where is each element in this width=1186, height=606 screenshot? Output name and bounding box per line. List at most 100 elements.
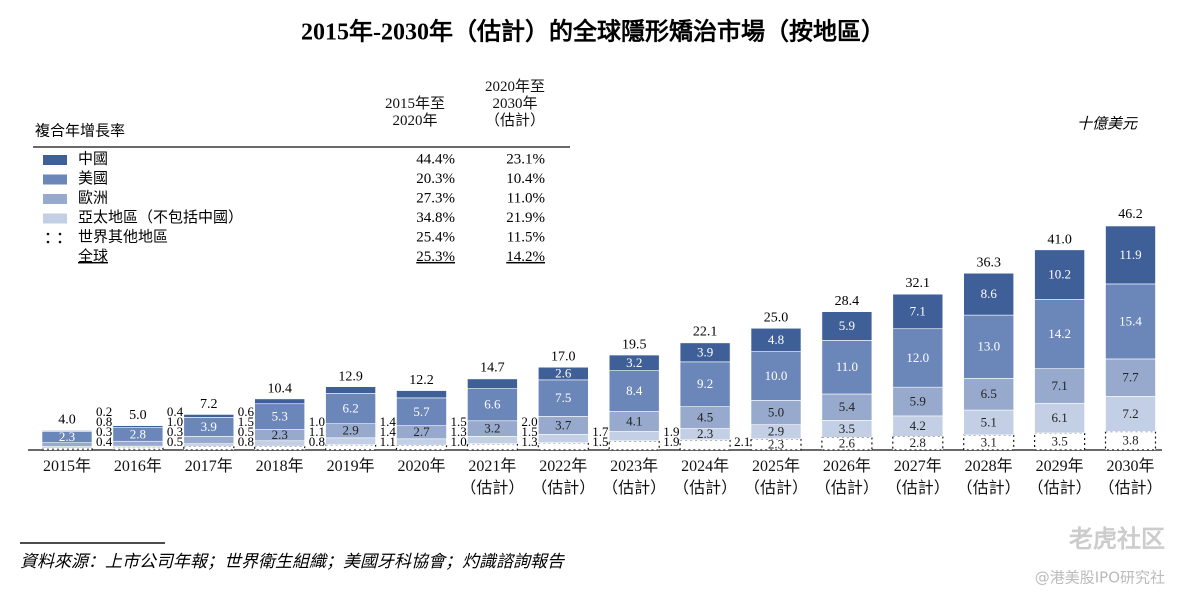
value-label: 4.1 — [626, 413, 642, 428]
total-label: 32.1 — [906, 276, 931, 291]
total-label: 22.1 — [693, 325, 718, 340]
bar-segment — [1034, 299, 1085, 369]
cagr-value: 11.5% — [507, 229, 545, 245]
value-label: 7.1 — [1051, 378, 1067, 393]
bar-segment — [112, 440, 164, 447]
bar-segment — [1034, 249, 1085, 300]
watermark: 老虎社区 — [1069, 525, 1165, 553]
chart-title: 2015年-2030年（估計）的全球隱形矯治市場（按地區） — [301, 18, 885, 46]
bar-segment — [821, 393, 873, 421]
bar-segment — [396, 397, 447, 426]
value-label: 1.9 — [663, 424, 679, 439]
bar-segment — [1105, 283, 1156, 360]
bar-segment — [112, 446, 164, 451]
total-label: 17.0 — [551, 349, 576, 364]
legend-swatch — [46, 240, 50, 244]
value-label: 3.5 — [1051, 433, 1067, 448]
legend-swatch — [43, 213, 67, 224]
value-label: 5.1 — [981, 414, 997, 429]
bar-segment — [325, 437, 376, 445]
bar-segment — [963, 272, 1015, 316]
value-label: 6.5 — [981, 386, 997, 401]
total-label: 19.5 — [622, 337, 647, 352]
bar-segment — [254, 398, 305, 405]
bar-segment — [325, 444, 377, 451]
total-label: 12.2 — [409, 373, 434, 388]
value-label: 0.4 — [167, 404, 184, 419]
bar-segment — [608, 354, 660, 371]
value-label: 1.1 — [309, 424, 325, 439]
x-tick-label: 2025年 （估計） — [743, 458, 808, 497]
legend-label: 歐洲 — [78, 189, 108, 206]
legend-label: 美國 — [78, 170, 108, 187]
value-label: 1.5 — [238, 414, 254, 429]
value-label: 2.6 — [839, 436, 856, 451]
value-label: 4.8 — [768, 332, 784, 347]
legend-swatch — [43, 174, 67, 185]
total-label: 41.0 — [1047, 233, 1072, 248]
bar-segment — [183, 414, 235, 418]
value-label: 6.6 — [484, 397, 501, 412]
value-label: 3.7 — [555, 417, 572, 432]
bar-segment — [183, 436, 235, 444]
cagr-header: 2015年至 2020年 — [384, 96, 445, 129]
x-tick-label: 2028年 （估計） — [956, 458, 1021, 497]
value-label: 14.2 — [1048, 326, 1071, 341]
legend-label: 全球 — [78, 247, 108, 265]
value-label: 0.4 — [96, 434, 113, 449]
legend-swatch — [58, 232, 62, 236]
value-label: 3.5 — [839, 421, 855, 436]
value-label: 5.3 — [272, 409, 288, 424]
bar-segment — [1105, 396, 1156, 432]
value-label: 1.5 — [521, 424, 537, 439]
x-tick-label: 2021年 （估計） — [460, 458, 525, 497]
value-label: 0.6 — [238, 404, 255, 419]
x-tick-label: 2023年 （估計） — [602, 458, 667, 497]
value-label: 0.2 — [96, 404, 112, 419]
x-tick-label: 2030年 （估計） — [1098, 458, 1163, 497]
total-label: 4.0 — [58, 413, 76, 428]
value-label: 8.6 — [981, 286, 998, 301]
value-label: 3.9 — [201, 419, 217, 434]
total-label: 10.4 — [267, 382, 292, 397]
value-label: 2.3 — [59, 429, 75, 444]
bar-segment — [395, 444, 448, 451]
value-label: 2.3 — [697, 426, 713, 441]
value-label: 0.3 — [167, 424, 183, 439]
bar-segment — [1034, 368, 1085, 404]
value-label: 11.0 — [836, 359, 858, 374]
value-label: 5.9 — [839, 318, 855, 333]
bar-segment — [963, 409, 1015, 436]
unit-label: 十億美元 — [1077, 115, 1138, 132]
x-tick-label: 2018年 — [255, 458, 304, 475]
bar-segment — [608, 431, 660, 442]
value-label: 0.3 — [96, 424, 112, 439]
value-label: 8.4 — [626, 383, 643, 398]
value-label: 3.9 — [697, 344, 713, 359]
bar-segment — [608, 440, 660, 451]
cagr-value: 25.3% — [416, 249, 455, 265]
value-label: 2.3 — [272, 427, 288, 442]
value-label: 2.1 — [734, 434, 750, 449]
x-tick-label: 2022年 （估計） — [531, 458, 596, 497]
bar-segment — [537, 366, 589, 381]
value-label: 3.1 — [981, 434, 997, 449]
x-tick-label: 2019年 — [326, 458, 375, 475]
value-label: 10.0 — [765, 368, 788, 383]
bar-segment — [183, 445, 235, 451]
value-label: 4.2 — [910, 418, 926, 433]
value-label: 5.9 — [910, 394, 926, 409]
value-label: 7.1 — [910, 303, 926, 318]
bar-segment — [1105, 225, 1156, 285]
bar-segment — [608, 370, 660, 412]
value-label: 2.3 — [768, 436, 784, 451]
cagr-value: 21.9% — [506, 210, 545, 226]
total-label: 46.2 — [1118, 207, 1143, 222]
x-tick-label: 2027年 （估計） — [885, 458, 950, 497]
value-label: 11.9 — [1119, 247, 1141, 262]
value-label: 2.7 — [413, 424, 430, 439]
value-label: 1.3 — [521, 434, 537, 449]
total-label: 25.0 — [764, 310, 789, 325]
bar-segment — [396, 438, 447, 446]
bar-segment — [325, 393, 376, 425]
